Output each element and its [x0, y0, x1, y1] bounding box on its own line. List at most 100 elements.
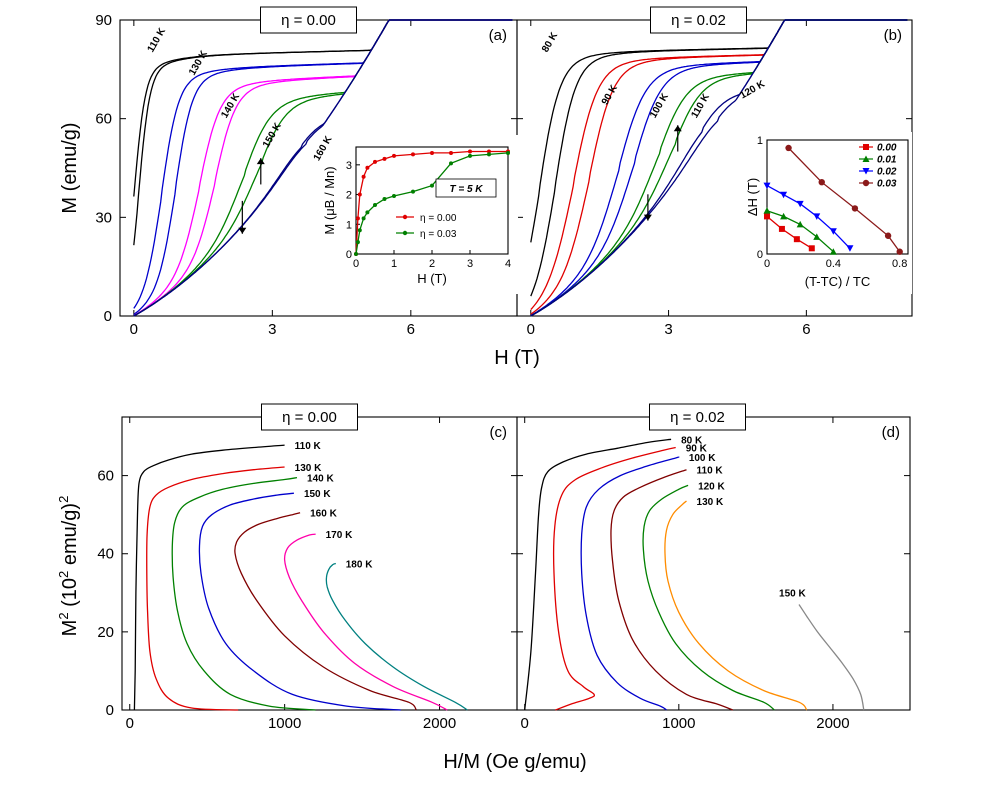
- panel-c-series-label: 160 K: [310, 509, 337, 520]
- inset-b-point: [785, 144, 792, 152]
- panel-a-label: (a): [489, 27, 507, 44]
- inset-a-series-1: [355, 152, 509, 255]
- panel-a-arrow-head: [238, 227, 247, 234]
- inset-a-ytick-label: 3: [346, 160, 352, 172]
- inset-a-point: [449, 150, 453, 155]
- panel-a-header: η = 0.00: [281, 12, 336, 29]
- panel-c-series-label: 140 K: [307, 474, 334, 485]
- panel-a-ytick-label: 90: [95, 12, 112, 29]
- inset-a-ytick-label: 2: [346, 190, 352, 202]
- inset-b-legend-label: 0.00: [877, 143, 897, 154]
- panel-d-series-100K: [580, 456, 680, 711]
- inset-a-point: [365, 165, 370, 170]
- panel-d-xtick-label: 0: [521, 715, 529, 732]
- inset-a-xtick-label: 4: [505, 258, 511, 270]
- panel-b-header: η = 0.02: [671, 12, 726, 29]
- panel-d-xtick-label: 1000: [662, 715, 695, 732]
- panel-c-xtick-label: 0: [126, 715, 134, 732]
- inset-a-point: [449, 161, 453, 166]
- inset-a-point: [361, 174, 366, 179]
- panel-c-label: (c): [490, 424, 508, 441]
- inset-b-point: [796, 220, 804, 228]
- inset-b-point: [884, 232, 892, 239]
- panel-a-xtick-label: 6: [407, 321, 415, 338]
- panel-b-series-label: 90 K: [600, 83, 620, 107]
- inset-a-point: [411, 189, 415, 194]
- inset-b-point: [846, 245, 854, 252]
- panel-c-series-label: 180 K: [346, 560, 373, 571]
- panel-c-series-160K: [234, 512, 417, 711]
- inset-a-xlabel: H (T): [417, 271, 447, 286]
- panel-a-ytick-label: 60: [95, 111, 112, 128]
- panel-b-series-label: 120 K: [738, 78, 767, 101]
- inset-b-ytick-label: 0: [757, 249, 763, 261]
- inset-b-legend-label: 0.02: [877, 167, 897, 178]
- panel-d-series-label: 100 K: [689, 453, 716, 464]
- inset-a-note-box: [435, 178, 497, 198]
- inset-a-xtick-label: 0: [353, 258, 359, 270]
- inset-a-point: [411, 152, 415, 157]
- inset-a-legend-label: η = 0.03: [420, 229, 457, 240]
- panel-d-series-label: 150 K: [779, 589, 806, 600]
- inset-a-point: [468, 153, 472, 158]
- inset-a-point: [365, 210, 370, 215]
- inset-a-point: [373, 202, 377, 207]
- inset-a-xtick-label: 3: [467, 258, 473, 270]
- inset-a-point: [382, 197, 387, 202]
- inset-b-ylabel: ΔH (T): [745, 178, 760, 216]
- panel-c-ytick-label: 60: [97, 468, 114, 485]
- panel-d-series-80K: [524, 438, 672, 711]
- panel-d-series-120K: [642, 484, 775, 711]
- panel-d-series-label: 110 K: [697, 466, 724, 477]
- inset-b-frame: [766, 139, 909, 255]
- inset-a-legend-marker: [402, 230, 408, 236]
- inset-a-xtick-label: 1: [391, 258, 397, 270]
- inset-a-ylabel: M (μB / Mn): [322, 166, 337, 234]
- panel-c-ytick-label: 20: [97, 624, 114, 641]
- inset-a-point: [392, 194, 396, 199]
- panel-b-series-label: 80 K: [540, 30, 560, 54]
- panel-c-series-170K: [283, 533, 448, 711]
- panel-c-series-180K: [325, 562, 468, 711]
- inset-b-point: [763, 182, 771, 190]
- inset-a-point: [355, 216, 360, 221]
- inset-a-point: [392, 153, 396, 158]
- panel-d-series-label: 80 K: [681, 435, 703, 446]
- inset-a-legend-marker: [402, 214, 408, 220]
- inset-b-point: [763, 207, 771, 214]
- panel-c-frame: [121, 416, 518, 711]
- inset-b-point: [793, 236, 800, 243]
- panel-b-series-120K-down: [530, 19, 908, 317]
- inset-a-legend-label: η = 0.00: [420, 213, 457, 224]
- inset-a-note: T = 5 K: [449, 184, 483, 195]
- inset-a-point: [355, 240, 360, 245]
- panel-b-xtick-label: 6: [802, 321, 810, 338]
- panel-b-series-label: 100 K: [648, 91, 671, 120]
- inset-b-legend-label: 0.03: [877, 179, 897, 190]
- panel-d-label: (d): [882, 424, 900, 441]
- panel-c-series-label: 150 K: [304, 489, 331, 500]
- panel-d-xtick-label: 2000: [816, 715, 849, 732]
- panel-d-series-130K: [664, 500, 808, 711]
- inset-a-point: [382, 156, 387, 161]
- panel-c-series-label: 170 K: [326, 530, 353, 541]
- panel-a-series-label: 110 K: [146, 26, 169, 55]
- panel-c-header-box: [261, 403, 358, 431]
- inset-b-xtick-label: 0.4: [826, 258, 841, 270]
- x-axis-title-top: H (T): [494, 347, 540, 369]
- panel-c-header: η = 0.00: [282, 409, 337, 426]
- inset-a-point: [487, 149, 491, 154]
- panel-d-header-box: [649, 403, 746, 431]
- inset-b-point: [896, 248, 903, 255]
- inset-a-point: [506, 150, 510, 155]
- inset-b-point: [829, 248, 837, 255]
- inset-b-point: [813, 213, 821, 220]
- panel-d-series-label: 90 K: [686, 443, 708, 454]
- inset-b-point: [778, 225, 785, 232]
- inset-a-point: [357, 192, 362, 197]
- panel-c-xtick-label: 1000: [268, 715, 301, 732]
- panel-c-series-140K: [171, 476, 316, 711]
- y-axis-title-top: M (emu/g): [59, 122, 81, 213]
- panel-c-series-130K: [146, 466, 285, 711]
